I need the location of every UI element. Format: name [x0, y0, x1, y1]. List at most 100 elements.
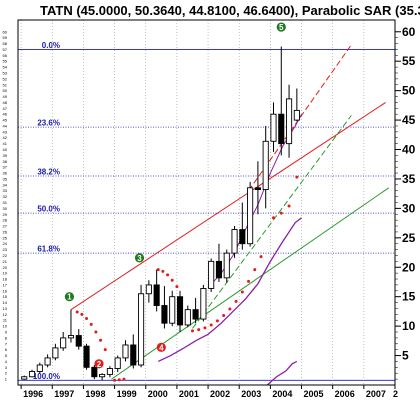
sar-dot	[259, 255, 263, 259]
sar-dot	[117, 378, 121, 382]
sar-dot	[197, 328, 201, 332]
trendline	[192, 115, 352, 329]
candle-body	[254, 187, 261, 190]
candle-body	[184, 309, 191, 326]
candle-body	[145, 284, 152, 295]
wave-marker-label: 2	[97, 360, 102, 369]
y-minor-tick-label: 12	[3, 312, 8, 317]
candle-body	[278, 113, 285, 145]
x-tick-label: 2007	[366, 389, 386, 399]
sar-dot	[190, 329, 194, 333]
y-minor-tick-label: 34	[3, 182, 8, 187]
y-tick-label: 50	[402, 84, 416, 98]
y-minor-tick-label: 26	[3, 229, 8, 234]
candle-body	[223, 252, 230, 279]
sar-dot	[234, 299, 238, 303]
y-minor-tick-label: 11	[3, 318, 8, 323]
x-tick-label: 2002	[210, 389, 230, 399]
wave-marker	[156, 342, 166, 352]
y-tick-label: 10	[402, 319, 416, 333]
candle-body	[286, 98, 293, 145]
sar-dot	[209, 323, 213, 327]
wave-marker	[134, 253, 145, 263]
y-minor-tick-label: 49	[3, 94, 8, 99]
candle-body	[130, 344, 137, 366]
y-minor-tick-label: 43	[3, 129, 8, 134]
y-minor-tick-label: 29	[3, 212, 8, 217]
wave-marker-label: 3	[137, 254, 142, 263]
y-minor-tick-label: 42	[3, 135, 8, 140]
sar-dot	[295, 175, 299, 179]
y-minor-tick-label: 25	[3, 235, 8, 240]
y-tick-label: 45	[402, 113, 416, 127]
y-minor-tick-label: 13	[3, 306, 8, 311]
y-minor-tick-label: 20	[3, 265, 8, 270]
fib-label: 50.0%	[37, 205, 60, 214]
y-minor-tick-label: 52	[3, 76, 8, 81]
candle-body	[192, 309, 199, 320]
y-minor-tick-label: 32	[3, 194, 8, 199]
candle-body	[67, 335, 75, 339]
x-tick-label: 1999	[117, 389, 137, 399]
wave-marker-label: 1	[67, 293, 72, 302]
candle-body	[215, 260, 223, 279]
y-minor-tick-label: 58	[3, 41, 8, 46]
fibonacci-levels: 0.0% 23.6% 38.2% 50.0% 61.8% 100.0%	[18, 41, 395, 381]
candle-body	[75, 335, 82, 347]
sar-dot	[287, 204, 291, 208]
wave-marker-label: 4	[159, 343, 164, 352]
y-tick-label: 60	[402, 25, 416, 39]
x-tick-label: 2004	[272, 389, 292, 399]
fib-label: 23.6%	[37, 119, 60, 128]
lower-indicator-line	[266, 360, 298, 386]
sar-dot	[253, 268, 257, 272]
wave-marker	[94, 359, 104, 369]
sar-dot	[75, 310, 79, 314]
candle-body	[28, 371, 36, 378]
sar-dot	[271, 216, 275, 220]
y-minor-tick-label: 44	[3, 123, 8, 128]
candle-body	[106, 368, 113, 375]
candle-body	[138, 293, 145, 366]
candle-body	[91, 366, 98, 378]
y-minor-tick-label: 21	[3, 259, 8, 264]
sar-dot	[94, 330, 98, 334]
sar-dot	[247, 279, 251, 283]
y-minor-tick-label: 2	[5, 371, 8, 376]
sar-dot	[89, 322, 93, 326]
y-minor-tick-label: 6	[5, 347, 8, 352]
y-tick-label: 25	[402, 231, 416, 245]
candle-body	[239, 229, 246, 245]
sar-dot	[166, 273, 170, 277]
candle-body	[293, 109, 300, 121]
y-minor-tick-label: 40	[3, 147, 8, 152]
y-tick-label: 35	[402, 172, 416, 186]
trendline	[70, 102, 386, 311]
sar-dot	[122, 377, 126, 381]
x-tick-label: 2003	[241, 389, 261, 399]
candle-body	[60, 337, 67, 349]
y-minor-tick-label: 33	[3, 188, 8, 193]
y-minor-tick-label: 23	[3, 247, 8, 252]
candle-body	[83, 345, 90, 368]
sar-dot	[222, 314, 226, 318]
y-minor-tick-label: 54	[3, 65, 8, 70]
candle-body	[21, 376, 28, 380]
y-minor-tick-label: 7	[5, 341, 8, 346]
candle-body	[99, 373, 106, 378]
wave-marker	[276, 22, 286, 32]
y-tick-label: 15	[402, 290, 416, 304]
indicator-lines	[157, 113, 302, 386]
y-minor-tick-label: 5	[5, 353, 8, 358]
sar-dot	[240, 290, 244, 294]
y-minor-tick-label: 9	[5, 330, 8, 335]
y-tick-label: 40	[402, 143, 416, 157]
candle-body	[161, 305, 168, 324]
sar-dot	[170, 278, 174, 282]
wave-marker-label: 5	[279, 23, 284, 32]
y-minor-tick-label: 45	[3, 118, 8, 123]
y-tick-label: 5	[402, 349, 409, 363]
y-minor-tick-label: 51	[3, 82, 8, 87]
candle-body	[208, 260, 215, 289]
